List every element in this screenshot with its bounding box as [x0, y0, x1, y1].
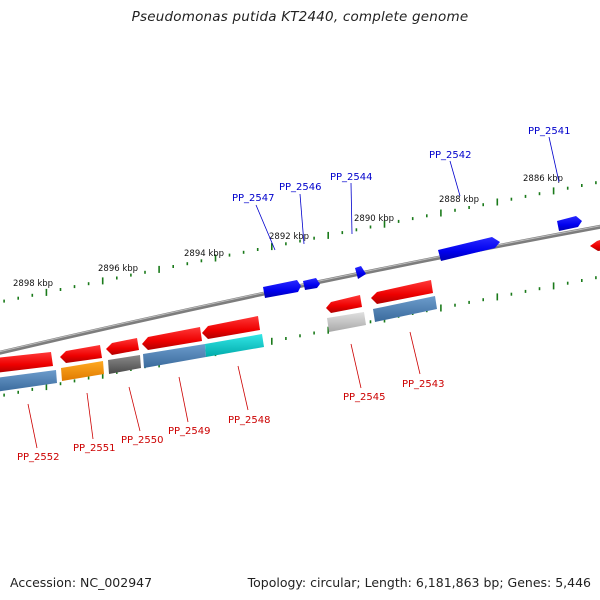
gene-block[interactable]	[0, 370, 57, 392]
gene-arrow[interactable]	[60, 345, 102, 363]
outer-tick-track	[3, 181, 597, 303]
forward-gene-labels: PP_2547 PP_2546 PP_2544 PP_2542 PP_2541	[232, 126, 571, 251]
tick-label: 2898 kbp	[13, 279, 53, 289]
leader-line	[350, 182, 353, 235]
leader-line	[178, 376, 189, 423]
gene-label-PP_2545[interactable]: PP_2545	[343, 392, 386, 403]
gene-arrow[interactable]	[355, 266, 366, 279]
gene-block[interactable]	[373, 296, 437, 322]
gene-arrow[interactable]	[557, 216, 582, 231]
leader-line	[350, 343, 362, 389]
tick-labels: 2898 kbp 2896 kbp 2894 kbp 2892 kbp 2890…	[13, 174, 563, 289]
gene-arrow[interactable]	[303, 278, 320, 290]
gene-arrow[interactable]	[371, 280, 433, 304]
forward-strand	[263, 216, 600, 298]
gene-label-PP_2541[interactable]: PP_2541	[528, 126, 571, 137]
tick-label: 2886 kbp	[523, 174, 563, 184]
accession-text: Accession: NC_002947	[10, 575, 153, 590]
gene-label-PP_2548[interactable]: PP_2548	[228, 415, 271, 426]
gene-arrow[interactable]	[326, 295, 362, 313]
gene-arrow[interactable]	[106, 338, 139, 355]
leader-line	[128, 386, 141, 432]
gene-arrow[interactable]	[590, 238, 600, 251]
tick-label: 2894 kbp	[184, 249, 224, 259]
tick-label: 2888 kbp	[439, 195, 479, 205]
leader-line	[255, 204, 276, 251]
tick-label: 2896 kbp	[98, 264, 138, 274]
reverse-strand	[0, 280, 437, 392]
gene-block[interactable]	[327, 312, 366, 332]
gene-label-PP_2543[interactable]: PP_2543	[402, 379, 445, 390]
tick-label: 2892 kbp	[269, 232, 309, 242]
gene-label-PP_2552[interactable]: PP_2552	[17, 452, 60, 463]
gene-label-PP_2550[interactable]: PP_2550	[121, 435, 164, 446]
gene-arrow[interactable]	[202, 316, 260, 339]
gene-arrow[interactable]	[438, 237, 500, 261]
leader-line	[86, 392, 94, 440]
leader-line	[27, 403, 38, 449]
leader-line	[449, 160, 461, 197]
leader-line	[299, 193, 305, 245]
genome-summary-text: Topology: circular; Length: 6,181,863 bp…	[247, 575, 591, 590]
reverse-gene-labels: PP_2552 PP_2551 PP_2550 PP_2549 PP_2548 …	[17, 331, 445, 463]
gene-label-PP_2549[interactable]: PP_2549	[168, 426, 211, 437]
gene-block[interactable]	[61, 361, 104, 381]
leader-line	[237, 365, 249, 411]
gene-block[interactable]	[205, 334, 264, 357]
gene-label-PP_2544[interactable]: PP_2544	[330, 172, 373, 183]
gene-arrow[interactable]	[0, 352, 53, 373]
inner-tick-track	[3, 276, 597, 397]
gene-label-PP_2542[interactable]: PP_2542	[429, 150, 472, 161]
tick-label: 2890 kbp	[354, 214, 394, 224]
gene-label-PP_2551[interactable]: PP_2551	[73, 443, 116, 454]
gene-arrow[interactable]	[142, 327, 202, 350]
gene-block[interactable]	[108, 355, 141, 374]
gene-arrow[interactable]	[263, 280, 301, 298]
gene-block[interactable]	[143, 344, 206, 368]
gene-label-PP_2546[interactable]: PP_2546	[279, 182, 322, 193]
leader-line	[548, 136, 560, 183]
gene-label-PP_2547[interactable]: PP_2547	[232, 193, 275, 204]
genome-title: Pseudomonas putida KT2440, complete geno…	[131, 9, 469, 25]
leader-line	[409, 331, 421, 375]
